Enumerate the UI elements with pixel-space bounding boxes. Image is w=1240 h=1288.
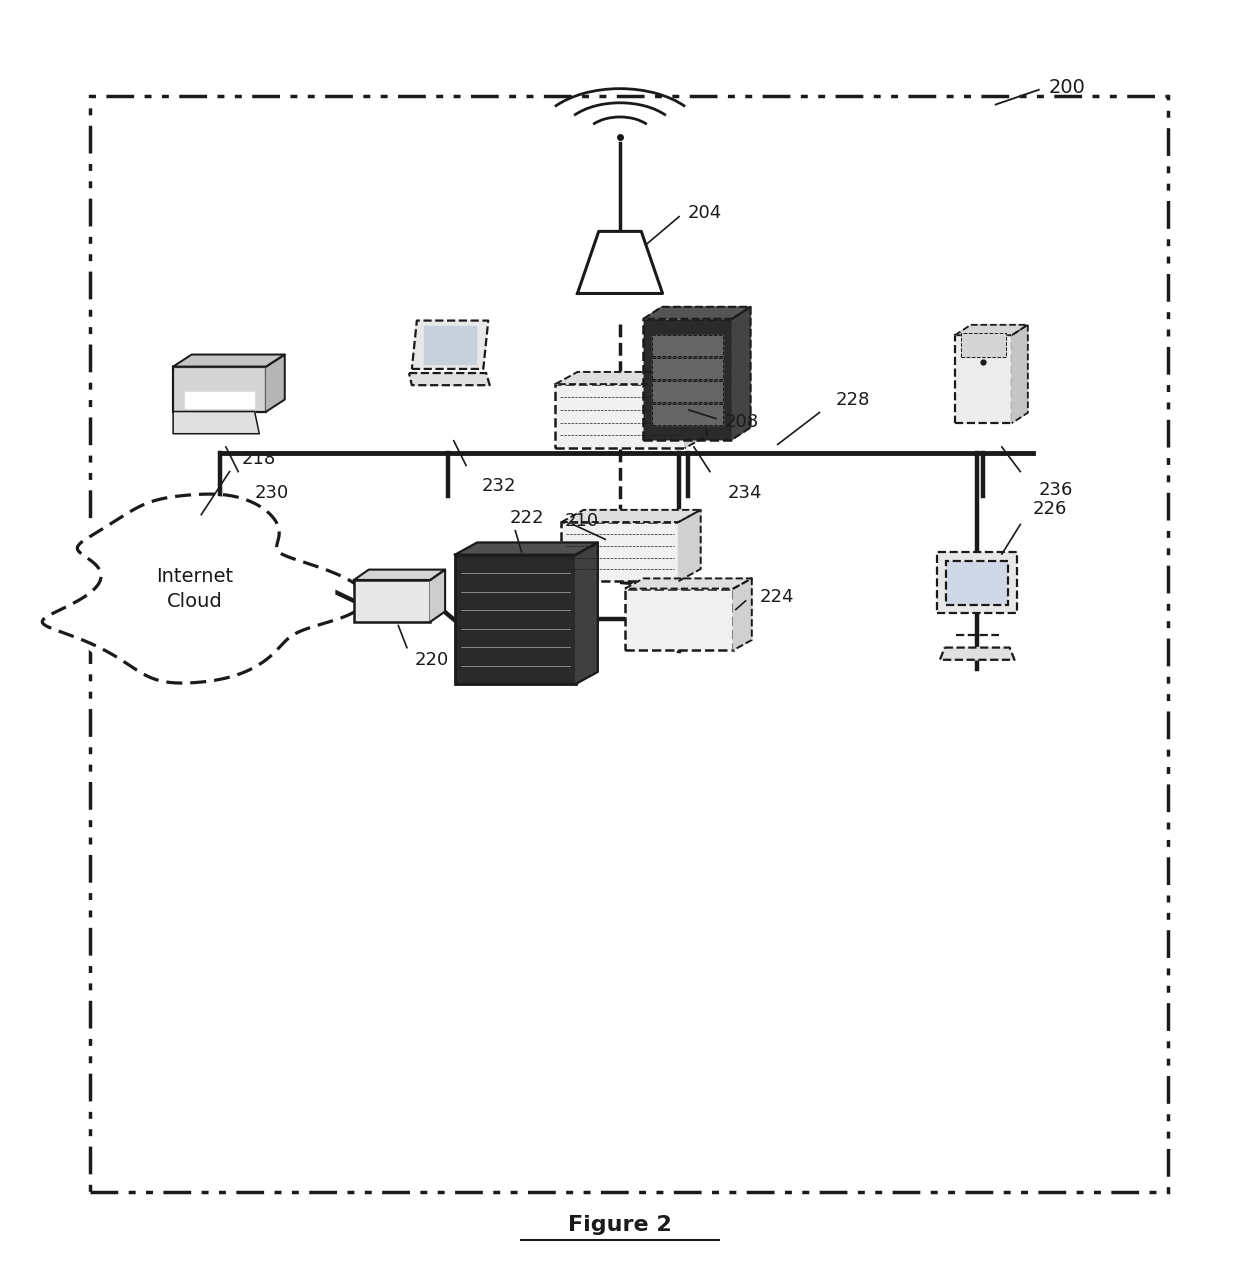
Text: 236: 236 [1039, 480, 1073, 498]
Polygon shape [733, 578, 751, 650]
FancyBboxPatch shape [174, 367, 267, 412]
Text: 232: 232 [482, 478, 517, 496]
Polygon shape [684, 372, 707, 448]
FancyBboxPatch shape [946, 562, 1008, 605]
FancyBboxPatch shape [644, 319, 732, 439]
Polygon shape [186, 392, 254, 408]
Polygon shape [575, 542, 598, 684]
Polygon shape [556, 372, 707, 384]
Polygon shape [412, 321, 489, 368]
Polygon shape [174, 412, 259, 434]
Text: 222: 222 [510, 509, 543, 527]
Polygon shape [678, 510, 701, 581]
Text: Figure 2: Figure 2 [568, 1216, 672, 1235]
Text: 230: 230 [254, 483, 289, 501]
Polygon shape [424, 326, 476, 363]
Text: 210: 210 [564, 511, 599, 529]
Polygon shape [430, 569, 445, 622]
Polygon shape [625, 578, 751, 589]
Text: 226: 226 [1033, 500, 1066, 518]
FancyBboxPatch shape [562, 522, 678, 581]
Text: 200: 200 [1049, 77, 1085, 97]
Polygon shape [652, 335, 723, 357]
Polygon shape [174, 354, 285, 367]
FancyBboxPatch shape [955, 335, 1012, 424]
Text: 224: 224 [759, 589, 794, 607]
Ellipse shape [56, 496, 335, 681]
FancyBboxPatch shape [937, 553, 1017, 613]
Polygon shape [1012, 325, 1028, 424]
Polygon shape [353, 569, 445, 580]
Polygon shape [578, 232, 662, 294]
Text: 234: 234 [727, 483, 761, 501]
Polygon shape [732, 307, 750, 439]
Polygon shape [940, 648, 1014, 659]
Polygon shape [409, 374, 490, 385]
Text: 204: 204 [688, 204, 722, 222]
Text: 218: 218 [242, 451, 277, 469]
Polygon shape [652, 381, 723, 402]
Text: Internet
Cloud: Internet Cloud [156, 567, 233, 611]
FancyBboxPatch shape [455, 555, 575, 684]
FancyBboxPatch shape [625, 589, 733, 650]
Polygon shape [267, 354, 285, 412]
Text: 220: 220 [414, 650, 449, 668]
Polygon shape [652, 404, 723, 425]
Polygon shape [652, 358, 723, 379]
Polygon shape [644, 307, 750, 319]
Polygon shape [455, 542, 598, 555]
FancyBboxPatch shape [353, 580, 430, 622]
Text: 228: 228 [836, 392, 870, 410]
Polygon shape [955, 325, 1028, 335]
Polygon shape [562, 510, 701, 522]
FancyBboxPatch shape [556, 384, 684, 448]
Text: 208: 208 [724, 413, 759, 431]
Polygon shape [961, 332, 1006, 357]
